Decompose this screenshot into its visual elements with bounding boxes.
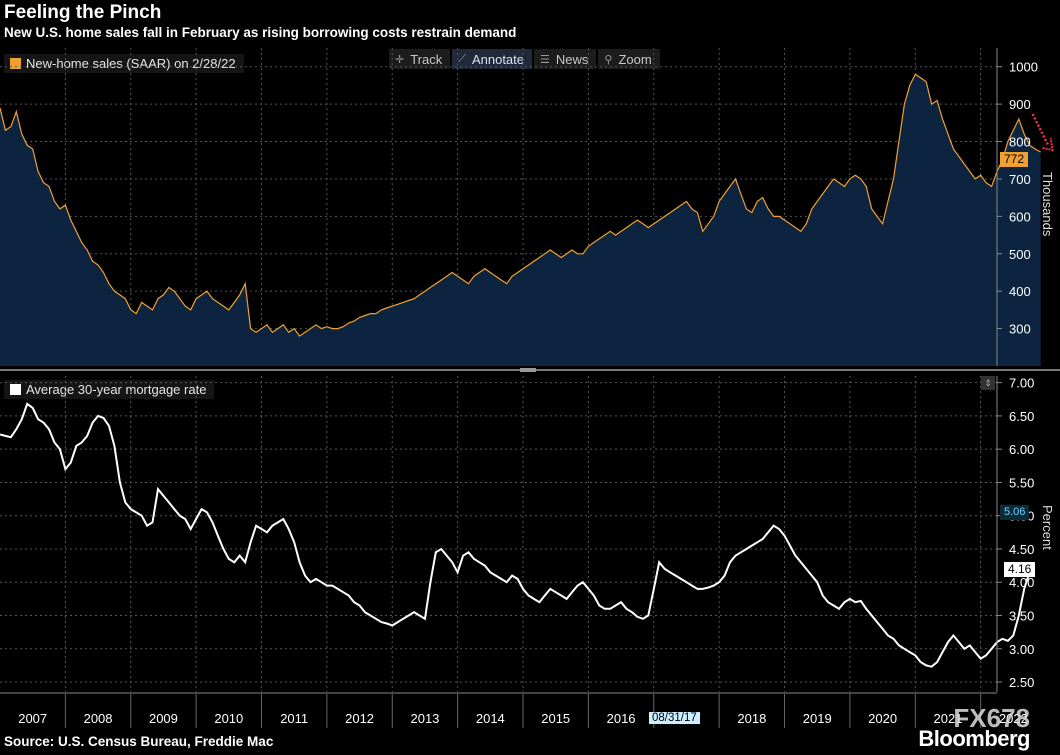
chart-title: Feeling the Pinch xyxy=(4,2,162,23)
y-tick-label: 4.50 xyxy=(1009,542,1034,557)
zoom-label: Zoom xyxy=(618,51,652,67)
x-tick-label: 2018 xyxy=(737,711,766,726)
chart-toolbar: ✛ Track ⟋ Annotate ☰ News ⚲ Zoom xyxy=(389,49,660,69)
axes: 2007 2008 2009 2010 2011 2012 2013 2014 2015 2016… xyxy=(0,48,1060,728)
x-tick-label: 2015 xyxy=(541,711,570,726)
magnifier-icon: ⚲ xyxy=(604,53,613,66)
y-tick-label: 300 xyxy=(1009,322,1031,337)
news-button[interactable]: ☰ News xyxy=(534,49,597,69)
x-tick-label: 2007 xyxy=(18,711,47,726)
x-tick-label: 2022 xyxy=(999,711,1028,726)
chart-subtitle: New U.S. home sales fall in February as … xyxy=(4,25,517,40)
cursor-date-tag: 08/31/17 xyxy=(649,712,700,724)
rate-line xyxy=(0,402,1031,668)
brand-logo: Bloomberg xyxy=(918,726,1030,751)
sales-swatch xyxy=(10,58,21,69)
sales-series xyxy=(0,73,1041,366)
rate-legend[interactable]: Average 30-year mortgage rate xyxy=(4,380,215,399)
y-tick-label: 6.50 xyxy=(1009,409,1034,424)
x-tick-label: 2008 xyxy=(84,711,113,726)
sales-line xyxy=(0,73,1041,337)
x-tick-label: 2020 xyxy=(868,711,897,726)
sales-y-axis-label: Thousands xyxy=(1040,172,1055,237)
y-tick-label: 500 xyxy=(1009,247,1031,262)
y-tick-label: 400 xyxy=(1009,284,1031,299)
x-tick-label: 2009 xyxy=(149,711,178,726)
x-tick-label: 2016 xyxy=(607,711,636,726)
rate-legend-label: Average 30-year mortgage rate xyxy=(26,382,207,397)
y-tick-label: 7.00 xyxy=(1009,376,1034,391)
x-tick-label: 2010 xyxy=(214,711,243,726)
annotate-label: Annotate xyxy=(471,51,524,67)
rate-last-value: 4.16 xyxy=(1004,562,1036,577)
x-tick-label: 2012 xyxy=(345,711,374,726)
y-tick-label: 900 xyxy=(1009,97,1031,112)
list-icon: ☰ xyxy=(540,53,550,66)
crosshair-icon: ✛ xyxy=(395,53,405,66)
y-tick-label: 4.00 xyxy=(1009,575,1034,590)
watermark: FX678 xyxy=(953,703,1030,733)
y-tick-label: 2.50 xyxy=(1009,675,1034,690)
sales-area-fill xyxy=(0,74,1041,366)
rate-hover-value: 5.06 xyxy=(1000,505,1030,520)
x-tick-label: 2019 xyxy=(803,711,832,726)
track-label: Track xyxy=(410,51,443,67)
x-tick-label: 2014 xyxy=(476,711,505,726)
annotation-arrowhead xyxy=(1042,137,1054,152)
track-button[interactable]: ✛ Track xyxy=(389,49,451,69)
sales-last-value: 772 xyxy=(1000,152,1029,167)
rate-y-axis-label: Percent xyxy=(1040,505,1055,550)
annotation-arrow xyxy=(1031,113,1050,147)
zoom-button[interactable]: ⚲ Zoom xyxy=(598,49,660,69)
y-tick-label: 3.00 xyxy=(1009,642,1034,657)
divider-handle xyxy=(520,368,536,372)
annotate-button[interactable]: ⟋ Annotate xyxy=(452,49,532,69)
y-tick-label: 5.50 xyxy=(1009,475,1034,490)
y-tick-label: 3.50 xyxy=(1009,608,1034,623)
x-tick-label: 2011 xyxy=(280,711,308,726)
y-tick-label: 6.00 xyxy=(1009,442,1034,457)
news-label: News xyxy=(555,51,589,67)
y-tick-label: 800 xyxy=(1009,135,1031,150)
rate-series xyxy=(0,402,1031,668)
x-tick-label: 2021 xyxy=(934,711,963,726)
rate-swatch xyxy=(10,384,21,395)
y-tick-label: 600 xyxy=(1009,209,1031,224)
collapse-panel-icon[interactable]: ⇕ xyxy=(981,376,995,390)
pencil-icon: ⟋ xyxy=(458,52,466,65)
y-tick-label: 700 xyxy=(1009,172,1031,187)
source-note: Source: U.S. Census Bureau, Freddie Mac xyxy=(4,734,274,749)
y-tick-label: 1000 xyxy=(1009,60,1038,75)
x-tick-label: 2013 xyxy=(410,711,439,726)
